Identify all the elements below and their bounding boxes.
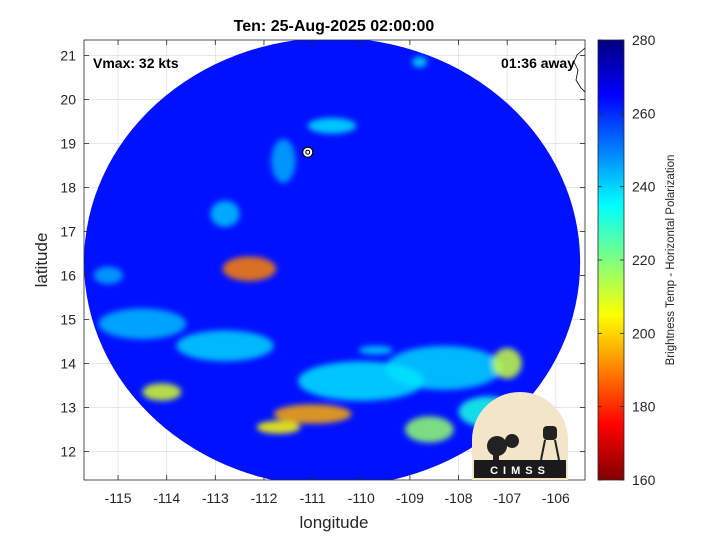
- x-tick-label: -107: [493, 490, 521, 506]
- y-tick-label: 17: [60, 223, 76, 239]
- x-tick-label: -115: [105, 490, 132, 506]
- x-tick-label: -113: [202, 490, 229, 506]
- y-tick-label: 19: [60, 135, 76, 151]
- x-tick-label: -109: [396, 490, 424, 506]
- convective-feature: [271, 139, 296, 183]
- x-tick-label: -111: [300, 490, 326, 506]
- convective-feature: [176, 330, 274, 362]
- storm-center-marker: [302, 146, 314, 158]
- y-tick-label: 21: [60, 47, 76, 63]
- x-axis-label: longitude: [299, 513, 368, 532]
- y-tick-label: 20: [60, 91, 76, 107]
- colorbar-label: Brightness Temp - Horizontal Polarizatio…: [665, 155, 677, 366]
- convective-feature: [273, 404, 352, 424]
- colorbar-tick-label: 220: [632, 252, 656, 268]
- y-tick-label: 15: [60, 311, 76, 327]
- colorbar-tick-label: 180: [632, 399, 656, 415]
- colorbar-tick-label: 260: [632, 105, 656, 121]
- y-axis-label: latitude: [32, 233, 51, 288]
- x-axis-ticks: -115 -114 -113 -112 -111 -110 -109 -108 -107 -106: [105, 40, 570, 506]
- convective-feature: [93, 266, 123, 285]
- coastline: [573, 47, 585, 93]
- y-tick-label: 14: [60, 355, 76, 371]
- convective-feature: [307, 117, 357, 134]
- convective-feature: [210, 200, 240, 227]
- colorbar-tick-label: 200: [632, 325, 656, 341]
- convective-feature: [98, 308, 187, 340]
- convective-feature: [298, 361, 425, 401]
- storm-center-dot: [305, 149, 311, 155]
- convective-features: [93, 56, 522, 443]
- time-away-annotation: 01:36 away: [501, 55, 575, 71]
- y-tick-label: 18: [60, 179, 76, 195]
- convective-feature: [222, 256, 277, 282]
- x-tick-label: -108: [445, 490, 473, 506]
- convective-feature: [412, 56, 427, 68]
- y-axis-ticks: 12 13 14 15 16 17 18 19 20 21: [60, 47, 585, 459]
- storm-center-ring: [302, 146, 314, 158]
- convective-feature: [256, 420, 301, 434]
- convective-feature: [142, 383, 182, 401]
- convective-feature: [358, 345, 393, 355]
- y-tick-label: 13: [60, 399, 76, 415]
- colorbar: [597, 39, 625, 481]
- colorbar-tick-label: 240: [632, 179, 656, 195]
- colorbar-tick-label: 160: [632, 472, 656, 488]
- colorbar-tick-label: 280: [632, 32, 656, 48]
- vmax-annotation: Vmax: 32 kts: [93, 55, 179, 71]
- y-tick-label: 16: [60, 267, 76, 283]
- convective-feature: [492, 348, 522, 379]
- cimss-logo: CIMSS: [472, 392, 568, 480]
- colorbar-ticks: 160 180 200 220 240 260 280: [598, 32, 656, 488]
- svg-text:CIMSS: CIMSS: [490, 465, 550, 477]
- x-tick-label: -110: [348, 490, 375, 506]
- plot-frame: [83, 39, 586, 481]
- x-tick-label: -112: [250, 490, 277, 506]
- chart-title: Ten: 25-Aug-2025 02:00:00: [234, 18, 435, 35]
- y-tick-label: 12: [60, 443, 76, 459]
- water-tower-icon: [543, 426, 557, 440]
- convective-feature: [405, 416, 454, 443]
- x-tick-label: -106: [542, 490, 570, 506]
- x-tick-label: -114: [153, 490, 180, 506]
